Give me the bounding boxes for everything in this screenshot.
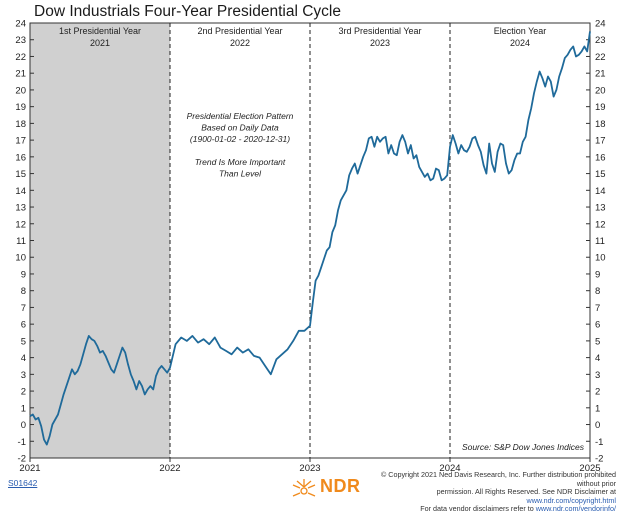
y-tick-label-right: 6 <box>595 320 600 331</box>
y-tick-label-left: 20 <box>15 85 26 96</box>
y-tick-label-left: 8 <box>21 286 26 297</box>
source-label: Source: S&P Dow Jones Indices <box>462 442 585 452</box>
y-tick-label-left: 3 <box>21 370 26 381</box>
y-tick-label-left: 23 <box>15 35 26 46</box>
y-tick-label-left: 13 <box>15 203 26 214</box>
y-tick-label-right: 20 <box>595 85 606 96</box>
y-tick-label-right: 1 <box>595 403 600 414</box>
ndr-logo-text: NDR <box>320 476 361 496</box>
y-tick-label-right: -1 <box>595 437 603 448</box>
y-tick-label-right: 3 <box>595 370 600 381</box>
x-tick-label: 2022 <box>159 463 180 474</box>
y-tick-label-left: 18 <box>15 119 26 130</box>
y-tick-label-left: 1 <box>21 403 26 414</box>
copyright-text-2: permission. All Rights Reserved. See NDR… <box>436 487 616 497</box>
y-tick-label-left: 24 <box>15 19 26 30</box>
y-tick-label-left: 7 <box>21 303 26 314</box>
copyright-line-1: © Copyright 2021 Ned Davis Research, Inc… <box>380 470 616 488</box>
vendor-info-link[interactable]: www.ndr.com/vendorinfo/ <box>535 504 616 514</box>
y-tick-label-left: 9 <box>21 269 26 280</box>
copyright-line-2: permission. All Rights Reserved. See NDR… <box>376 487 616 505</box>
phase-label: Election Year <box>494 26 547 36</box>
y-tick-label-right: 21 <box>595 69 606 80</box>
y-tick-label-right: 24 <box>595 19 606 30</box>
y-tick-label-right: 13 <box>595 203 606 214</box>
y-tick-label-left: 12 <box>15 219 26 230</box>
y-tick-label-left: 5 <box>21 336 26 347</box>
y-tick-label-right: 8 <box>595 286 600 297</box>
y-tick-label-left: 11 <box>16 236 26 247</box>
y-tick-label-left: 4 <box>21 353 26 364</box>
y-tick-label-right: 11 <box>595 236 605 247</box>
annotation-text: Trend Is More Important <box>195 157 286 167</box>
y-tick-label-left: 19 <box>15 102 26 113</box>
y-tick-label-left: 2 <box>21 387 26 398</box>
y-tick-label-left: 22 <box>15 52 26 63</box>
y-tick-label-right: 10 <box>595 253 606 264</box>
x-tick-label: 2025 <box>579 463 600 474</box>
phase-year-label: 2021 <box>90 38 110 48</box>
y-tick-label-right: -2 <box>595 454 603 465</box>
y-tick-label-left: 14 <box>15 186 26 197</box>
chart-container: Dow Industrials Four-Year Presidential C… <box>8 3 616 513</box>
annotation-text: Based on Daily Data <box>201 123 279 133</box>
y-tick-label-right: 17 <box>595 136 606 147</box>
phase-label: 2nd Presidential Year <box>197 26 282 36</box>
phase-label: 3rd Presidential Year <box>338 26 421 36</box>
y-tick-label-left: 17 <box>15 136 26 147</box>
copyright-notice: © Copyright 2021 Ned Davis Research, Inc… <box>376 470 616 514</box>
y-tick-label-right: 2 <box>595 387 600 398</box>
y-tick-label-right: 23 <box>595 35 606 46</box>
y-tick-label-left: 21 <box>15 69 26 80</box>
copyright-line-3: For data vendor disclaimers refer to www… <box>376 505 616 514</box>
copyright-text-3: For data vendor disclaimers refer to <box>420 504 534 514</box>
y-tick-label-left: -1 <box>18 437 26 448</box>
chart-title: Dow Industrials Four-Year Presidential C… <box>34 3 341 20</box>
series-line <box>29 31 591 446</box>
annotation-text: Than Level <box>219 169 262 179</box>
x-tick-label: 2024 <box>439 463 460 474</box>
phase-year-label: 2023 <box>370 38 390 48</box>
y-tick-label-right: 14 <box>595 186 606 197</box>
phase-year-label: 2022 <box>230 38 250 48</box>
y-tick-label-left: 10 <box>15 253 26 264</box>
copyright-link[interactable]: www.ndr.com/copyright.html <box>526 495 616 505</box>
ndr-logo-icon <box>292 479 316 497</box>
y-tick-label-left: 16 <box>15 152 26 163</box>
y-tick-label-left: 15 <box>15 169 26 180</box>
y-tick-label-right: 16 <box>595 152 606 163</box>
y-tick-label-right: 22 <box>595 52 606 63</box>
y-tick-label-right: 9 <box>595 269 600 280</box>
y-tick-label-right: 15 <box>595 169 606 180</box>
phase-year-label: 2024 <box>510 38 530 48</box>
annotation-text: Presidential Election Pattern <box>187 111 294 121</box>
y-tick-label-right: 5 <box>595 336 600 347</box>
y-tick-label-right: 18 <box>595 119 606 130</box>
y-tick-label-right: 4 <box>595 353 600 364</box>
y-tick-label-right: 19 <box>595 102 606 113</box>
y-tick-label-right: 12 <box>595 219 606 230</box>
y-tick-label-left: 6 <box>21 320 26 331</box>
annotation-text: (1900-01-02 - 2020-12-31) <box>190 134 290 144</box>
y-tick-label-right: 7 <box>595 303 600 314</box>
x-tick-label: 2021 <box>19 463 40 474</box>
x-tick-label: 2023 <box>299 463 320 474</box>
y-tick-label-left: -2 <box>18 454 26 465</box>
chart-code-link[interactable]: S01642 <box>8 478 38 488</box>
phase-label: 1st Presidential Year <box>59 26 141 36</box>
y-tick-label-right: 0 <box>595 420 600 431</box>
y-tick-label-left: 0 <box>21 420 26 431</box>
shaded-first-year-region <box>30 23 170 458</box>
